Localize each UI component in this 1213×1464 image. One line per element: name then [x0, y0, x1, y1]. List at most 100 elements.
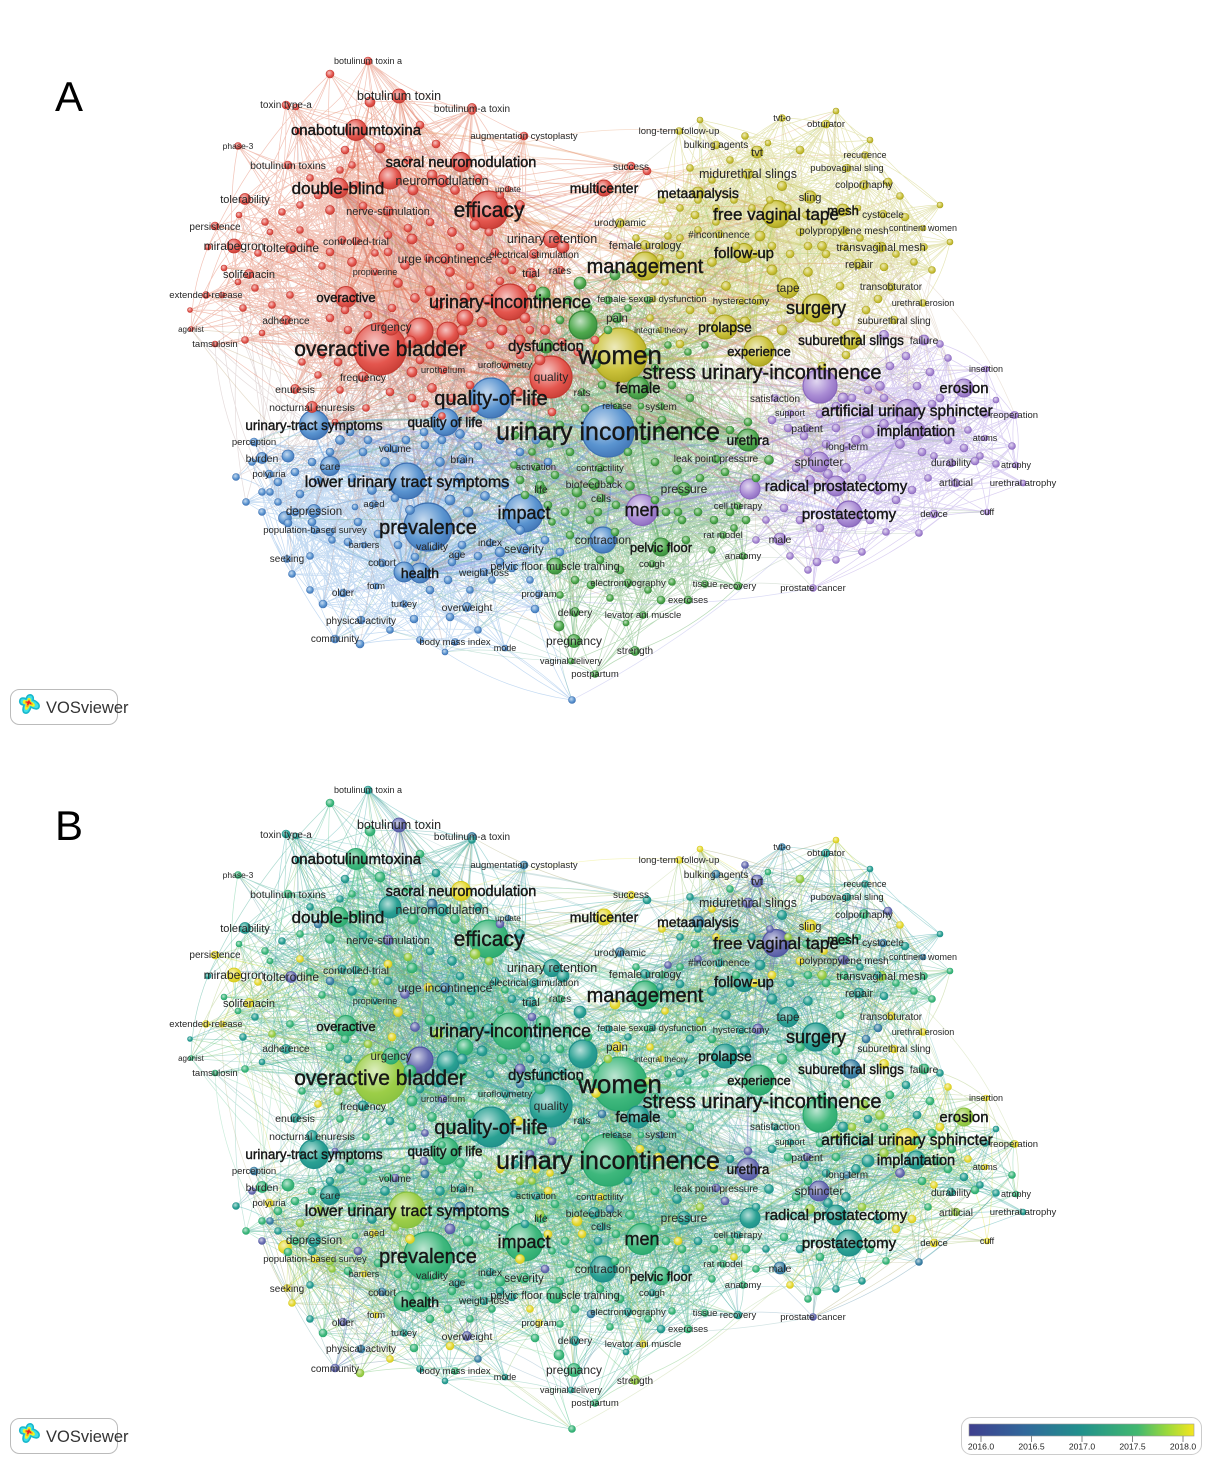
- svg-text:life: life: [534, 1213, 548, 1225]
- svg-text:life: life: [534, 484, 548, 496]
- svg-text:recurrence: recurrence: [843, 879, 886, 889]
- svg-text:depression: depression: [286, 506, 342, 518]
- svg-text:body mass index: body mass index: [419, 1366, 491, 1377]
- svg-text:failure: failure: [910, 335, 939, 347]
- svg-text:delivery: delivery: [558, 1336, 592, 1347]
- svg-text:system: system: [645, 402, 677, 413]
- svg-text:release: release: [602, 1130, 632, 1140]
- svg-text:persistence: persistence: [189, 950, 241, 961]
- svg-text:cuff: cuff: [980, 507, 995, 517]
- svg-text:leak point pressure: leak point pressure: [674, 1184, 759, 1195]
- svg-text:severity: severity: [504, 1273, 544, 1285]
- svg-text:neuromodulation: neuromodulation: [395, 903, 488, 917]
- svg-text:follow-up: follow-up: [714, 974, 774, 991]
- svg-text:recurrence: recurrence: [843, 150, 886, 160]
- svg-text:toxin type-a: toxin type-a: [260, 100, 312, 111]
- svg-text:cell therapy: cell therapy: [714, 501, 763, 512]
- svg-text:mirabegron: mirabegron: [204, 239, 265, 253]
- svg-text:botulinum toxin: botulinum toxin: [357, 818, 441, 832]
- svg-text:botulinum-a toxin: botulinum-a toxin: [434, 832, 510, 843]
- svg-text:multicenter: multicenter: [570, 909, 639, 925]
- svg-text:prevalence: prevalence: [379, 517, 477, 539]
- svg-text:obturator: obturator: [807, 119, 845, 130]
- svg-text:reoperation: reoperation: [990, 410, 1038, 421]
- svg-text:program: program: [521, 589, 556, 600]
- svg-text:tamsulosin: tamsulosin: [192, 1068, 237, 1079]
- svg-text:pubovaginal sling: pubovaginal sling: [810, 163, 883, 174]
- svg-text:bulking agents: bulking agents: [684, 140, 749, 151]
- svg-text:double-blind: double-blind: [292, 908, 385, 927]
- svg-text:sacral neuromodulation: sacral neuromodulation: [386, 155, 537, 171]
- svg-text:integral theory: integral theory: [634, 1054, 689, 1064]
- svg-text:tvt: tvt: [751, 147, 763, 159]
- svg-text:urinary incontinence: urinary incontinence: [496, 1147, 720, 1175]
- svg-text:polyuria: polyuria: [252, 469, 286, 480]
- svg-text:2016.0: 2016.0: [968, 1442, 995, 1452]
- svg-text:urethra: urethra: [727, 1162, 770, 1177]
- svg-text:tape: tape: [776, 1010, 800, 1024]
- svg-text:sling: sling: [799, 192, 822, 204]
- svg-text:tvt-o: tvt-o: [773, 842, 791, 852]
- svg-text:pelvic floor muscle training: pelvic floor muscle training: [490, 561, 620, 573]
- svg-text:cough: cough: [639, 559, 665, 570]
- svg-text:overweight: overweight: [442, 1331, 493, 1343]
- svg-text:lower urinary tract symptoms: lower urinary tract symptoms: [305, 474, 510, 491]
- svg-text:VOSviewer: VOSviewer: [46, 699, 129, 717]
- svg-text:urethral erosion: urethral erosion: [892, 298, 955, 308]
- svg-text:prostatectomy: prostatectomy: [802, 506, 897, 523]
- svg-text:community: community: [311, 1364, 359, 1375]
- svg-text:surgery: surgery: [786, 298, 846, 318]
- svg-text:long-term: long-term: [826, 1170, 868, 1181]
- svg-text:pregnancy: pregnancy: [546, 634, 602, 648]
- svg-text:mirabegron: mirabegron: [204, 968, 265, 982]
- svg-text:botulinum-a toxin: botulinum-a toxin: [434, 104, 510, 115]
- svg-text:toxin type-a: toxin type-a: [260, 830, 312, 841]
- svg-text:electrical stimulation: electrical stimulation: [489, 250, 579, 261]
- svg-text:midurethral slings: midurethral slings: [699, 167, 797, 181]
- svg-text:urgency: urgency: [371, 322, 412, 334]
- svg-text:cystocele: cystocele: [862, 210, 904, 221]
- svg-text:tvt: tvt: [751, 876, 763, 888]
- svg-text:#incontinence: #incontinence: [688, 958, 750, 969]
- svg-text:patient: patient: [791, 423, 823, 435]
- svg-text:pressure: pressure: [661, 1211, 708, 1225]
- svg-text:reoperation: reoperation: [990, 1139, 1038, 1150]
- svg-text:older: older: [332, 1318, 355, 1329]
- svg-text:biofeedback: biofeedback: [566, 479, 623, 491]
- svg-text:turkey: turkey: [391, 1328, 417, 1339]
- svg-text:index: index: [478, 538, 502, 549]
- svg-text:electromyography: electromyography: [590, 1307, 666, 1318]
- svg-text:repair: repair: [845, 988, 873, 1000]
- svg-text:experience: experience: [727, 344, 791, 359]
- svg-text:weight-loss: weight-loss: [458, 1296, 509, 1307]
- svg-text:health: health: [401, 1294, 439, 1310]
- svg-text:prolapse: prolapse: [698, 1048, 752, 1064]
- svg-text:continent women: continent women: [889, 952, 957, 962]
- svg-text:sphincter: sphincter: [795, 1184, 844, 1198]
- svg-text:integral theory: integral theory: [634, 325, 689, 335]
- svg-text:support: support: [775, 408, 806, 418]
- svg-text:2016.5: 2016.5: [1018, 1442, 1045, 1452]
- svg-text:female: female: [615, 380, 660, 397]
- svg-text:urinary-tract symptoms: urinary-tract symptoms: [245, 1147, 383, 1162]
- svg-text:cohort: cohort: [368, 1288, 396, 1299]
- svg-text:satisfaction: satisfaction: [750, 394, 800, 405]
- svg-text:management: management: [587, 256, 704, 278]
- svg-text:perception: perception: [232, 437, 276, 448]
- svg-text:hysterectomy: hysterectomy: [713, 296, 770, 307]
- svg-text:artificial urinary sphincter: artificial urinary sphincter: [821, 1132, 992, 1149]
- svg-text:urothelium: urothelium: [421, 1094, 465, 1105]
- svg-text:frequency: frequency: [340, 1101, 387, 1113]
- svg-text:management: management: [587, 985, 704, 1007]
- svg-text:volume: volume: [379, 444, 412, 455]
- svg-text:population-based survey: population-based survey: [263, 1254, 367, 1265]
- svg-text:electromyography: electromyography: [590, 578, 666, 589]
- svg-text:levator ani muscle: levator ani muscle: [605, 610, 682, 621]
- svg-text:validity: validity: [416, 1270, 449, 1282]
- svg-text:tissue: tissue: [693, 579, 718, 590]
- svg-text:pain: pain: [606, 313, 628, 325]
- svg-text:phase-3: phase-3: [223, 870, 254, 880]
- svg-text:strength: strength: [617, 1376, 653, 1387]
- svg-text:overactive bladder: overactive bladder: [294, 338, 466, 361]
- svg-text:uroflowmetry: uroflowmetry: [478, 1089, 533, 1100]
